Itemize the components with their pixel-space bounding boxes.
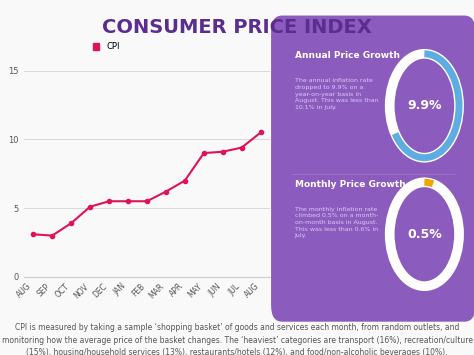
- Text: CPI is measured by taking a sample ‘shopping basket’ of goods and services each : CPI is measured by taking a sample ‘shop…: [1, 323, 473, 355]
- Text: The monthly inflation rate
climbed 0.5% on a month-
on-month basis in August.
Th: The monthly inflation rate climbed 0.5% …: [295, 207, 378, 238]
- FancyBboxPatch shape: [271, 16, 474, 322]
- Text: Annual Price Growth: Annual Price Growth: [295, 51, 400, 60]
- Legend: CPI: CPI: [90, 39, 123, 55]
- Text: CONSUMER PRICE INDEX: CONSUMER PRICE INDEX: [102, 18, 372, 37]
- Text: Monthly Price Growth: Monthly Price Growth: [295, 180, 406, 189]
- Text: 9.9%: 9.9%: [407, 99, 442, 112]
- Text: The annual inflation rate
dropped to 9.9% on a
year-on-year basis in
August. Thi: The annual inflation rate dropped to 9.9…: [295, 78, 378, 110]
- Text: 0.5%: 0.5%: [407, 228, 442, 241]
